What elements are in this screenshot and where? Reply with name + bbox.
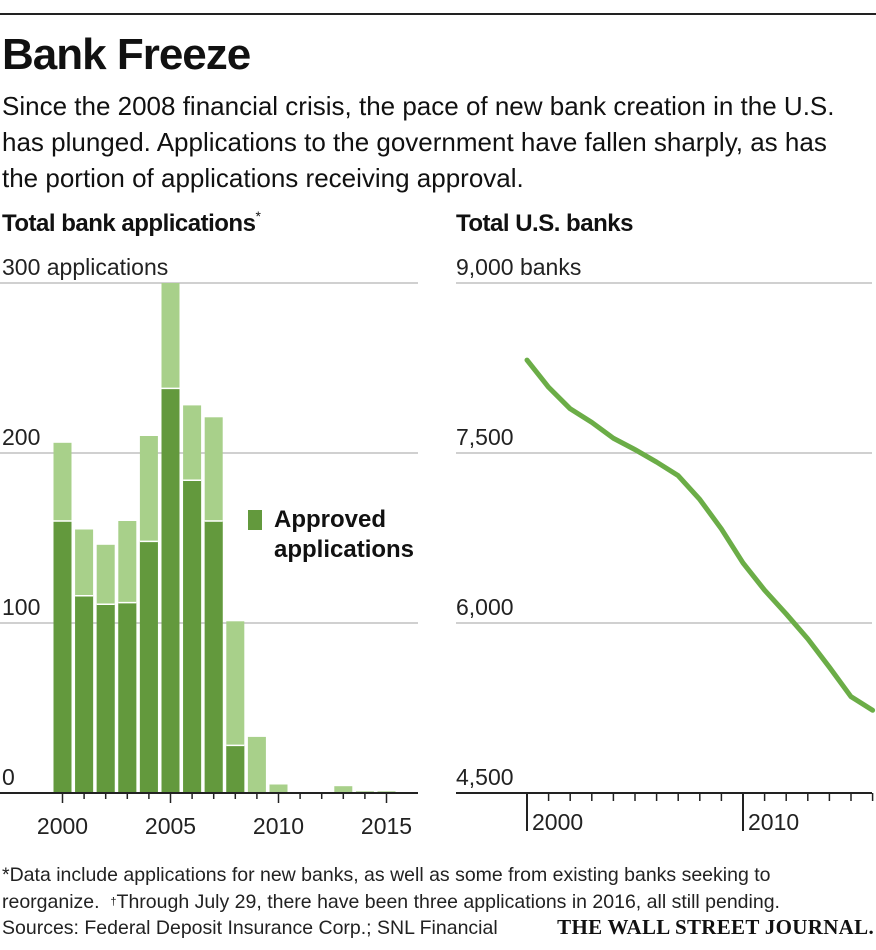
x-tick-label: 2010 bbox=[253, 813, 304, 839]
y-tick-label: 300 applications bbox=[2, 254, 168, 280]
bar-approved bbox=[139, 541, 158, 793]
top-rule bbox=[0, 13, 876, 15]
bar-approved bbox=[96, 604, 115, 793]
footnote-text-1: Data include applications for new banks,… bbox=[2, 864, 771, 913]
footnote-text-2: Through July 29, there have been three a… bbox=[116, 891, 780, 913]
bar-total bbox=[247, 736, 266, 793]
x-tick-label: 2005 bbox=[145, 813, 196, 839]
bar-chart-title: Total bank applications* bbox=[2, 208, 261, 238]
footnote: *Data include applications for new banks… bbox=[2, 862, 872, 916]
bar-total bbox=[269, 784, 288, 793]
bar-approved bbox=[204, 521, 223, 793]
x-tick-label: 2010 bbox=[748, 809, 799, 835]
bar-approved bbox=[161, 388, 180, 793]
bar-total bbox=[334, 786, 353, 793]
x-tick-label: 2015 bbox=[361, 813, 412, 839]
y-tick-label: 7,500 bbox=[456, 424, 514, 450]
bar-approved bbox=[53, 521, 72, 793]
publisher-logo: THE WALL STREET JOURNAL. bbox=[557, 915, 874, 939]
y-tick-label: 0 bbox=[2, 764, 15, 790]
legend-swatch-approved bbox=[248, 510, 262, 530]
bar-chart-title-marker: * bbox=[255, 208, 261, 224]
bar-approved bbox=[118, 602, 137, 793]
y-tick-label: 200 bbox=[2, 424, 40, 450]
y-tick-label: 4,500 bbox=[456, 764, 514, 790]
page-title: Bank Freeze bbox=[2, 30, 251, 79]
footnote-dagger: † bbox=[110, 896, 117, 908]
x-tick-label: 2000 bbox=[532, 809, 583, 835]
line-chart-title: Total U.S. banks bbox=[456, 210, 633, 237]
bar-approved bbox=[75, 595, 94, 793]
source-line: Sources: Federal Deposit Insurance Corp.… bbox=[2, 917, 498, 939]
page-subtitle: Since the 2008 financial crisis, the pac… bbox=[2, 91, 835, 193]
legend-label-approved: Approved applications bbox=[274, 506, 415, 563]
x-tick-label: 2000 bbox=[37, 813, 88, 839]
series-line-total-banks bbox=[524, 357, 876, 713]
footnote-asterisk: * bbox=[2, 864, 10, 886]
y-tick-label: 9,000 banks bbox=[456, 254, 581, 280]
bar-approved bbox=[226, 745, 245, 793]
bar-chart-title-text: Total bank applications bbox=[2, 210, 256, 237]
y-tick-label: 100 bbox=[2, 594, 40, 620]
y-tick-label: 6,000 bbox=[456, 594, 514, 620]
bar-approved bbox=[183, 480, 202, 793]
